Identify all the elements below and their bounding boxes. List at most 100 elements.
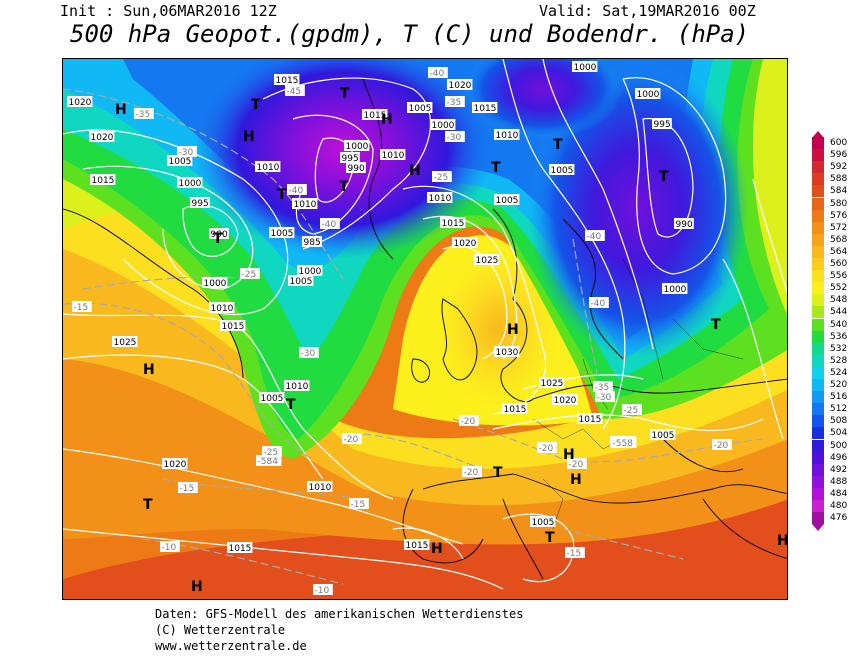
temperature-label: -558 — [611, 437, 637, 449]
legend-swatch — [812, 451, 824, 464]
svg-text:1000: 1000 — [637, 90, 660, 100]
legend-swatch — [812, 354, 824, 367]
svg-text:1015: 1015 — [92, 176, 115, 186]
svg-text:1000: 1000 — [574, 63, 597, 73]
isobar-label: 1000 — [202, 277, 228, 289]
svg-text:1000: 1000 — [204, 279, 227, 289]
low-pressure-center: T — [340, 86, 350, 102]
svg-text:1030: 1030 — [496, 348, 519, 358]
svg-text:1010: 1010 — [496, 131, 519, 141]
isobar-label: 1015 — [440, 217, 466, 229]
legend-swatch — [812, 282, 824, 295]
svg-text:-20: -20 — [461, 417, 476, 427]
isobar-label: 1005 — [288, 275, 314, 287]
svg-text:1005: 1005 — [532, 518, 555, 528]
svg-text:1025: 1025 — [114, 338, 137, 348]
svg-text:-20: -20 — [569, 460, 584, 470]
temperature-label: -20 — [459, 415, 479, 427]
legend-swatch — [812, 294, 824, 307]
color-legend: 600 596 592 588 584 580 576 572 568 564 560 556 552 5… — [812, 131, 850, 532]
isobar-label: 1015 — [220, 320, 246, 332]
high-pressure-center: H — [143, 362, 155, 378]
temperature-label: -25 — [262, 446, 282, 458]
temperature-label: -40 — [287, 184, 307, 196]
low-pressure-center: T — [491, 160, 501, 176]
svg-text:995: 995 — [192, 199, 209, 209]
svg-text:-35: -35 — [136, 110, 151, 120]
temperature-label: -30 — [299, 347, 319, 359]
isobar-label: 1000 — [297, 265, 323, 277]
temperature-label: -30 — [595, 391, 615, 403]
svg-text:1010: 1010 — [309, 483, 332, 493]
footer-data-source: Daten: GFS-Modell des amerikanischen Wet… — [155, 607, 524, 621]
isobar-label: 1020 — [452, 237, 478, 249]
svg-text:1000: 1000 — [346, 142, 369, 152]
legend-swatch — [812, 391, 824, 404]
legend-top-arrow — [812, 131, 824, 138]
svg-text:1005: 1005 — [409, 104, 432, 114]
legend-label: 600 — [830, 138, 848, 148]
legend-label: 580 — [830, 198, 848, 209]
band-564 — [63, 239, 787, 506]
legend-label: 544 — [830, 307, 848, 318]
footer-website: www.wetterzentrale.de — [155, 639, 307, 653]
coastlines — [63, 78, 787, 580]
temperature-label: -40 — [320, 218, 340, 230]
temperature-label: -10 — [313, 584, 333, 596]
svg-text:-30: -30 — [597, 393, 612, 403]
svg-text:1000: 1000 — [179, 179, 202, 189]
weather-map: 1020 1020 1005 1015 1000 995 990 1000 1010 1015 10… — [62, 58, 788, 600]
high-pressure-center: H — [191, 579, 203, 595]
low-pressure-center: T — [277, 187, 287, 203]
svg-text:1020: 1020 — [69, 98, 92, 108]
svg-text:1015: 1015 — [579, 415, 602, 425]
isobar-label: 1010 — [255, 161, 281, 173]
high-pressure-center: H — [431, 541, 443, 557]
isobar-label: 1015 — [362, 109, 388, 121]
cold-core-east — [528, 59, 748, 359]
svg-text:1010: 1010 — [257, 163, 280, 173]
legend-label: 516 — [830, 392, 848, 403]
svg-text:-10: -10 — [315, 586, 330, 596]
temperature-label: -40 — [428, 67, 448, 79]
legend-swatch — [812, 173, 824, 186]
svg-text:-30: -30 — [301, 349, 316, 359]
svg-text:1020: 1020 — [554, 396, 577, 406]
isobar-label: 1005 — [167, 155, 193, 167]
svg-text:990: 990 — [348, 164, 365, 174]
legend-swatch — [812, 415, 824, 428]
isobar-label: 985 — [302, 236, 322, 248]
temperature-label: -35 — [593, 381, 613, 393]
svg-text:-25: -25 — [242, 270, 257, 280]
high-pressure-center: H — [409, 163, 421, 179]
svg-text:1005: 1005 — [261, 394, 284, 404]
svg-text:-15: -15 — [180, 484, 195, 494]
temperature-label: -25 — [432, 171, 452, 183]
ridge-core — [428, 239, 568, 419]
temperature-label: -25 — [240, 268, 260, 280]
svg-text:1010: 1010 — [429, 194, 452, 204]
low-pressure-center: T — [493, 465, 503, 481]
high-pressure-center: H — [507, 322, 519, 338]
legend-label: 496 — [830, 452, 848, 463]
isobar-label: 1015 — [404, 539, 430, 551]
svg-text:1005: 1005 — [551, 166, 574, 176]
svg-text:990: 990 — [676, 220, 693, 230]
footer-copyright: (C) Wetterzentrale — [155, 623, 286, 637]
isobar-label: 1020 — [67, 96, 93, 108]
svg-text:1025: 1025 — [541, 379, 564, 389]
legend-label: 548 — [830, 295, 848, 306]
svg-text:1015: 1015 — [406, 541, 429, 551]
temperature-label: -20 — [462, 466, 482, 478]
legend-label: 576 — [830, 210, 848, 221]
svg-text:1005: 1005 — [652, 431, 675, 441]
isobar-label: 1000 — [430, 119, 456, 131]
svg-text:1015: 1015 — [474, 104, 497, 114]
isobar-label: 1005 — [269, 227, 295, 239]
temperature-label: -25 — [622, 404, 642, 416]
isobar-label: 1000 — [635, 88, 661, 100]
svg-text:1020: 1020 — [449, 81, 472, 91]
legend-label: 484 — [830, 488, 848, 499]
isobar-label: 1015 — [227, 542, 253, 554]
svg-text:-25: -25 — [434, 173, 449, 183]
